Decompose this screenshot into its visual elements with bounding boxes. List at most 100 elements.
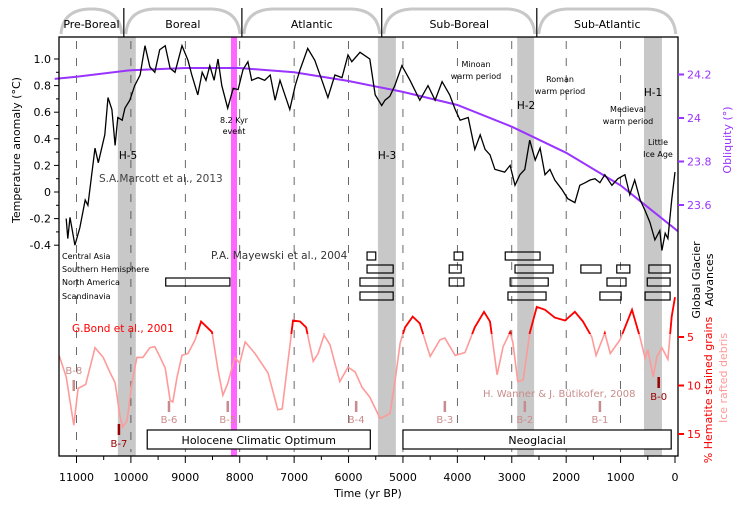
glacier-advance-bar [359,291,394,301]
x-tick-label: 2000 [552,471,580,484]
annotations: 8.2 Kyr event H-5 H-3 H-2 H-1 S.A.Marcot… [62,60,673,400]
glacier-region-central-asia: Central Asia [62,252,111,261]
lia-label-2: Ice Age [643,150,673,159]
bond-events: B-8 B-7 B-6 B-5 B-4 B-3 B-2 B-1 B-0 [65,366,667,450]
x-tick-label: 6000 [335,471,363,484]
glacier-advance-bar [646,277,671,287]
medieval-label-2: warm period [603,117,653,126]
bond-event-label: B-4 [348,415,365,426]
period-label: Boreal [165,18,200,31]
marcott-label: S.A.Marcott et al., 2013 [99,173,223,185]
glacier-advance-bar [644,291,671,301]
y-tick-label-temperature: -0.4 [30,239,51,252]
y-axis-title-obliquity: Obliquity (°) [721,106,734,173]
cold-event-band [117,37,136,456]
x-tick-label: 4000 [443,471,471,484]
temperature-line [65,43,676,251]
glacier-advances [165,251,671,301]
h3-label: H-3 [378,150,396,162]
y-tick-label-hematite: 10 [687,380,701,393]
glacier-advance-bar [448,264,462,274]
glacier-advance-bar [606,277,627,287]
x-tick-label: 1000 [607,471,635,484]
y-tick-label-temperature: -0.2 [30,213,51,226]
glacier-advance-bar [448,277,465,287]
glacier-advance-bar [504,251,541,261]
period-arch [124,7,242,35]
bond-event-label: B-0 [650,392,667,403]
minoan-label-2: warm period [451,72,501,81]
bond-event-label: B-8 [65,366,82,377]
glacier-advance-bar [366,264,394,274]
h1-label: H-1 [644,87,662,99]
glacier-advance-bar [580,264,602,274]
y-axis-title-ird: Ice rafted debris [717,333,730,423]
y-tick-label-temperature: 0.4 [34,133,52,146]
bond-event-label: B-2 [516,415,533,426]
axis-titles: Time (yr BP) Temperature anomaly (°C) Ob… [10,77,734,500]
millennium-dashed-lines [76,41,621,452]
obliquity-line [54,67,679,232]
x-tick-label: 11000 [59,471,94,484]
x-tick-label: 7000 [280,471,308,484]
period-label: Atlantic [291,18,333,31]
glacier-advance-bar [359,277,394,287]
event-8-2-band [231,37,237,456]
x-axis-title: Time (yr BP) [333,487,402,500]
hematite-line-ird [58,297,676,430]
y-axis-title-temperature: Temperature anomaly (°C) [10,77,23,224]
y-axis-title-glacier-1: Global Glacier [690,241,703,319]
hematite-line [196,297,676,334]
y-tick-label-temperature: 0.2 [34,159,52,172]
roman-label-1: Roman [546,75,574,84]
period-arch [537,7,678,35]
medieval-label-1: Medieval [610,105,646,114]
wanner-label: H. Wanner & J. Bütikofer, 2008 [483,389,636,400]
bond-label: G.Bond et al., 2001 [72,323,174,335]
glacier-advance-bar [648,264,671,274]
x-tick-label: 5000 [389,471,417,484]
bond-event-label: B-3 [436,415,453,426]
y-tick-label-temperature: 0 [44,186,51,199]
data-series [54,43,679,430]
period-label: Sub-Atlantic [574,18,641,31]
y-tick-label-temperature: 1.0 [34,53,52,66]
y-tick-label-obliquity: 23.6 [687,199,712,212]
bond-event-label: B-1 [591,415,608,426]
y-axis-title-hematite: % Hematite stained grains [702,317,715,464]
glacier-advance-bar [599,291,622,301]
climate-phase-label: Holocene Climatic Optimum [182,434,336,447]
event-8-2-label-1: 8.2 Kyr [220,116,249,125]
climate-phases: Holocene Climatic Optimum Neoglacial [146,429,672,450]
x-tick-label: 0 [672,471,679,484]
x-tick-label: 10000 [113,471,148,484]
y-tick-label-hematite: 5 [687,331,694,344]
mayewski-label: P.A. Mayewski et al., 2004 [211,250,348,262]
cold-event-band [377,37,396,456]
period-arch [242,7,382,35]
period-label: Pre-Boreal [63,18,119,31]
h5-label: H-5 [119,150,137,162]
roman-label-2: warm period [535,87,585,96]
glacier-advance-bar [514,264,554,274]
period-arch [382,7,537,35]
glacier-region-north-america: North America [62,278,120,287]
y-tick-label-obliquity: 24 [687,112,701,125]
glacier-advance-bar [509,277,549,287]
glacier-region-scandinavia: Scandinavia [62,292,111,301]
period-header: Pre-Boreal Boreal Atlantic Sub-Boreal Sub-At… [59,7,678,37]
lia-label-1: Little [648,138,668,147]
bond-event-label: B-6 [161,415,178,426]
axes: 11000 10000 9000 8000 7000 6000 5000 4000 3000 20… [30,36,712,484]
h2-label: H-2 [517,100,535,112]
plot-frame [58,36,679,457]
x-tick-label: 8000 [226,471,254,484]
glacier-region-southern-hemisphere: Southern Hemisphere [62,265,149,274]
climate-phase-box [402,429,672,450]
glacier-advance-bar [165,277,231,287]
y-tick-label-obliquity: 23.8 [687,156,712,169]
climate-phase-label: Neoglacial [508,434,565,447]
y-tick-label-obliquity: 24.2 [687,69,712,82]
y-tick-label-temperature: 0.8 [34,80,52,93]
